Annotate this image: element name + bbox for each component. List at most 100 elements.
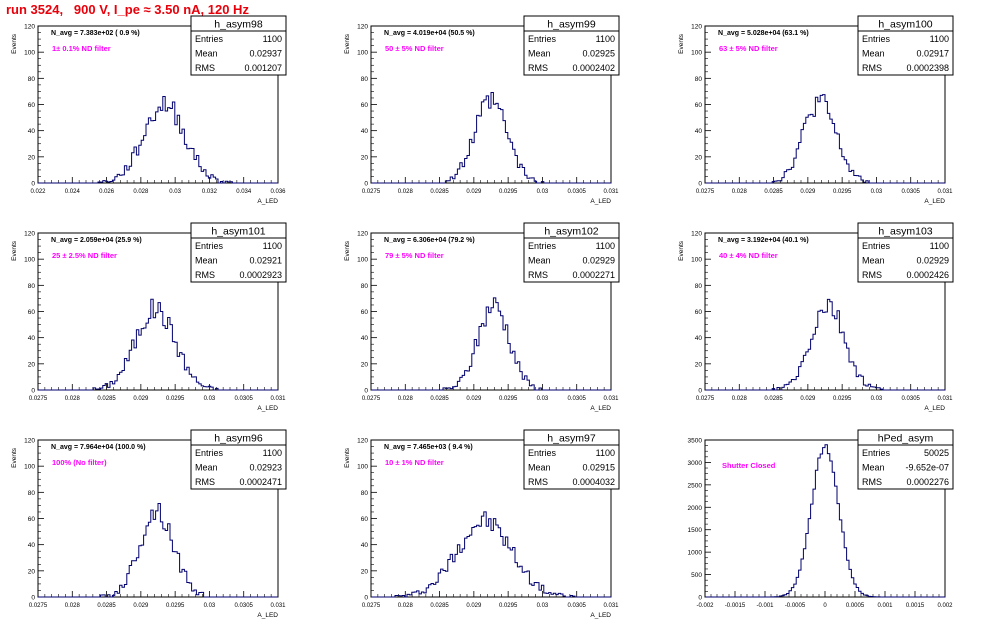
navg-label: N_avg = 7.383e+02 ( 0.9 %) [51, 30, 140, 37]
x-tick-label: 0.031 [603, 603, 619, 609]
y-tick-label: 80 [28, 76, 36, 83]
filter-note: 40 ± 4% ND filter [719, 251, 778, 260]
y-tick-label: 120 [691, 231, 702, 238]
stats-title: h_asym101 [211, 226, 265, 238]
y-tick-label: 120 [357, 438, 368, 445]
histogram-line [38, 503, 278, 598]
y-tick-label: 2000 [688, 505, 703, 512]
x-tick-label: 0.029 [466, 396, 482, 402]
y-tick-label: 0 [698, 181, 702, 188]
stats-label-rms: RMS [528, 63, 548, 73]
stats-box [523, 15, 620, 76]
y-axis-title: Events [11, 240, 18, 261]
stats-title: h_asym103 [878, 226, 932, 238]
x-axis-title: A_LED [590, 612, 611, 619]
histogram-line [371, 92, 611, 184]
stats-label-rms: RMS [195, 270, 215, 280]
y-tick-label: 1000 [688, 550, 703, 557]
stats-box [857, 15, 954, 76]
stats-title: h_asym100 [878, 19, 932, 31]
x-tick-label: 0.029 [800, 396, 816, 402]
stats-label-entries: Entries [528, 448, 557, 458]
stats-value-entries: 1100 [263, 241, 282, 251]
y-tick-label: 120 [24, 231, 35, 238]
x-tick-label: 0.0295 [166, 396, 185, 402]
y-axis-title: Events [344, 33, 351, 54]
stats-title: h_asym98 [214, 19, 263, 31]
y-tick-label: 3500 [688, 438, 703, 445]
y-axis-title: Events [11, 33, 18, 54]
x-tick-label: 0.0295 [833, 396, 852, 402]
x-tick-label: 0.029 [466, 189, 482, 195]
stats-value-mean: 0.02921 [249, 256, 282, 266]
stats-value-rms: 0.0002398 [906, 63, 949, 73]
stats-value-entries: 1100 [263, 34, 282, 44]
stats-label-mean: Mean [195, 463, 218, 473]
histogram-line [371, 297, 611, 391]
stats-box [523, 222, 620, 283]
y-tick-label: 100 [357, 257, 368, 264]
x-tick-label: 0.029 [133, 603, 149, 609]
stats-value-rms: 0.0002426 [906, 270, 949, 280]
x-tick-label: 0.024 [65, 189, 81, 195]
y-tick-label: 0 [698, 388, 702, 395]
y-tick-label: 80 [28, 490, 36, 497]
y-tick-label: 100 [24, 464, 35, 471]
x-tick-label: 0.028 [133, 189, 149, 195]
x-tick-label: 0.026 [99, 189, 115, 195]
x-tick-label: 0.0285 [430, 396, 449, 402]
y-tick-label: 60 [361, 102, 369, 109]
stats-value-rms: 0.0002923 [239, 270, 282, 280]
y-tick-label: 120 [24, 438, 35, 445]
x-tick-label: 0.0275 [29, 603, 48, 609]
x-axis-title: A_LED [257, 405, 278, 412]
x-tick-label: 0 [823, 603, 827, 609]
x-tick-label: 0.028 [65, 603, 81, 609]
y-tick-label: 40 [361, 335, 369, 342]
y-tick-label: 80 [695, 76, 703, 83]
y-tick-label: 80 [695, 283, 703, 290]
stats-value-entries: 1100 [596, 448, 615, 458]
y-tick-label: 20 [28, 568, 36, 575]
y-tick-label: 80 [361, 76, 369, 83]
stats-label-mean: Mean [862, 49, 885, 59]
y-tick-label: 40 [28, 542, 36, 549]
y-tick-label: 1500 [688, 527, 703, 534]
y-tick-label: 40 [28, 128, 36, 135]
y-tick-label: 60 [28, 516, 36, 523]
stats-box [523, 429, 620, 490]
y-tick-label: 100 [24, 257, 35, 264]
stats-title: h_asym96 [214, 433, 263, 445]
stats-label-mean: Mean [528, 256, 551, 266]
y-tick-label: 100 [24, 50, 35, 57]
y-tick-label: 60 [28, 102, 36, 109]
x-axis-title: A_LED [924, 198, 945, 205]
x-tick-label: 0.029 [466, 603, 482, 609]
y-tick-label: 0 [364, 388, 368, 395]
y-tick-label: 120 [357, 24, 368, 31]
x-tick-label: 0.032 [202, 189, 218, 195]
y-tick-label: 20 [695, 361, 703, 368]
y-tick-label: 20 [28, 361, 36, 368]
stats-value-mean: 0.02917 [916, 49, 949, 59]
x-tick-label: 0.0295 [499, 189, 518, 195]
x-tick-label: 0.03 [871, 396, 883, 402]
stats-label-entries: Entries [862, 448, 891, 458]
stats-label-entries: Entries [528, 34, 557, 44]
x-tick-label: 0.0275 [696, 189, 715, 195]
y-tick-label: 100 [691, 50, 702, 57]
stats-box [190, 222, 287, 283]
x-tick-label: 0.0305 [568, 189, 587, 195]
stats-label-entries: Entries [528, 241, 557, 251]
stats-value-rms: 0.0002402 [572, 63, 615, 73]
stats-label-mean: Mean [862, 463, 885, 473]
y-axis-title: Events [678, 240, 685, 261]
y-axis-title: Events [344, 447, 351, 468]
stats-label-mean: Mean [195, 256, 218, 266]
